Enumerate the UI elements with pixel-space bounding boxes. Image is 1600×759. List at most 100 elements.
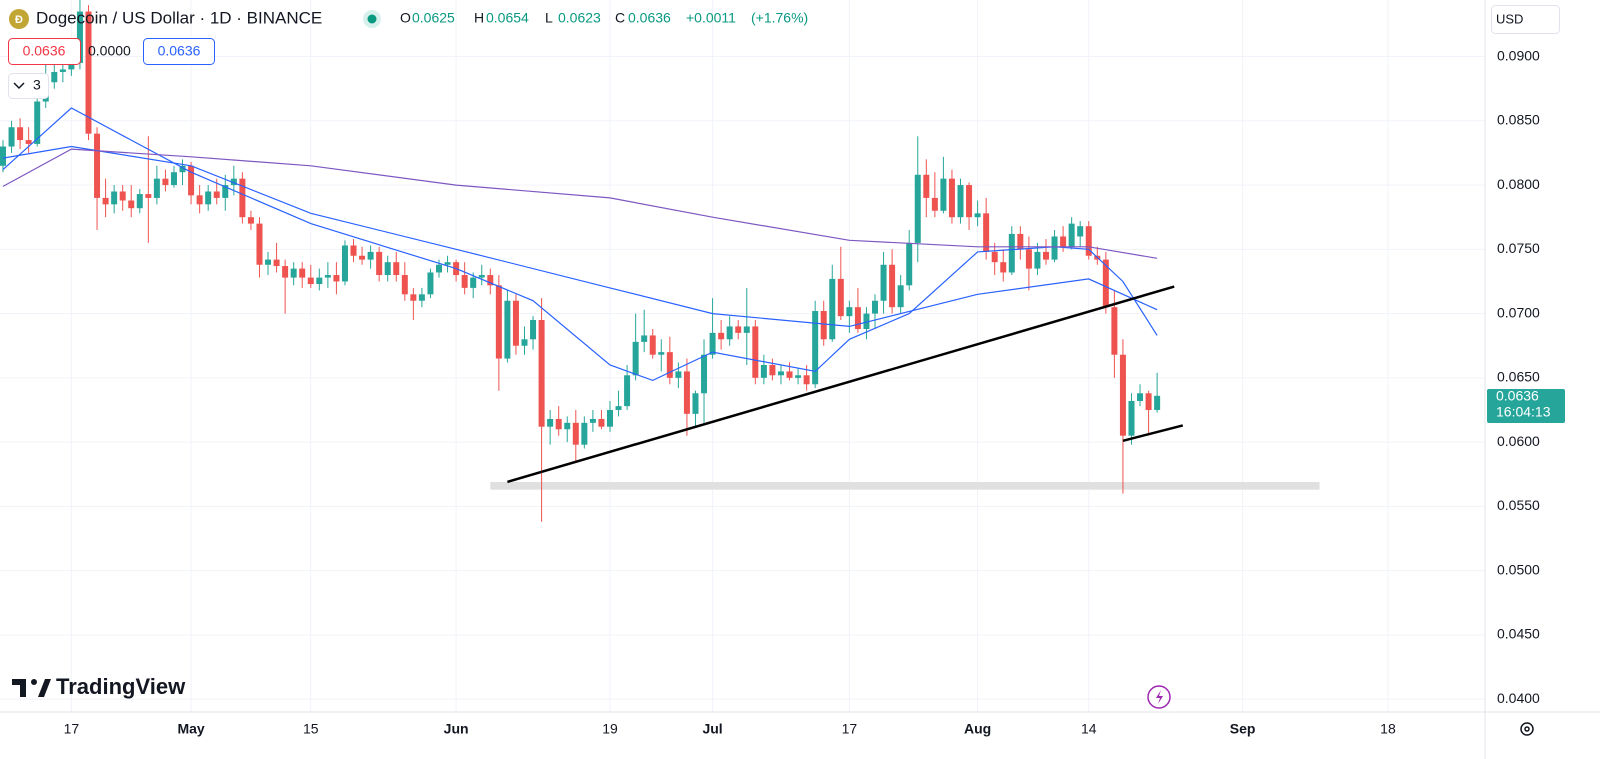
brand-name[interactable]: TradingView bbox=[56, 674, 186, 699]
currency: USD bbox=[1496, 11, 1523, 26]
candle-body bbox=[376, 251, 383, 276]
candle-body bbox=[923, 174, 930, 198]
candle-body bbox=[51, 71, 58, 83]
candle-body bbox=[1119, 354, 1126, 436]
candle-body bbox=[743, 326, 750, 333]
y-tick-label: 0.0550 bbox=[1497, 497, 1540, 513]
candle-body bbox=[991, 251, 998, 263]
symbol-title[interactable]: Dogecoin / US Dollar · 1D · BINANCE bbox=[36, 8, 322, 27]
candle-body bbox=[111, 191, 118, 205]
candle-body bbox=[718, 332, 725, 340]
candle-body bbox=[162, 178, 169, 186]
candle-body bbox=[948, 178, 955, 218]
candle-body bbox=[1154, 395, 1161, 410]
candle-body bbox=[436, 264, 443, 273]
candle-body bbox=[538, 320, 545, 427]
candle-body bbox=[726, 326, 733, 340]
candle-body bbox=[863, 313, 870, 330]
candle-body bbox=[1060, 236, 1067, 247]
candle-body bbox=[1111, 307, 1118, 355]
candle-body bbox=[889, 264, 896, 308]
candle-body bbox=[530, 320, 537, 340]
candle-body bbox=[1051, 236, 1058, 260]
price-label bbox=[1487, 389, 1565, 423]
trend-line bbox=[507, 285, 1175, 484]
candle-body bbox=[837, 278, 844, 317]
candle-body bbox=[632, 341, 639, 376]
candle-body bbox=[820, 311, 827, 340]
candle-body bbox=[367, 251, 374, 260]
candle-body bbox=[701, 354, 708, 394]
x-tick-label: Aug bbox=[964, 721, 991, 737]
x-tick-label: 18 bbox=[1380, 721, 1396, 737]
candle-body bbox=[213, 191, 220, 198]
candle-body bbox=[444, 262, 451, 265]
market-status[interactable] bbox=[367, 14, 377, 24]
candle-body bbox=[350, 245, 357, 256]
candle-body bbox=[205, 191, 212, 205]
candle-body bbox=[624, 375, 631, 407]
candle-body bbox=[17, 127, 24, 141]
candle-body bbox=[401, 275, 408, 295]
candle-body bbox=[247, 217, 254, 224]
candle-body bbox=[769, 364, 776, 376]
candle-body bbox=[1137, 393, 1144, 401]
candle-body bbox=[1102, 259, 1109, 308]
x-tick-label: 15 bbox=[303, 721, 319, 737]
candle-body bbox=[564, 422, 571, 430]
change: +0.0011 bbox=[686, 10, 736, 26]
ohlc-value: 0.0636 bbox=[628, 10, 671, 26]
candle-body bbox=[666, 352, 673, 378]
candle-body bbox=[786, 371, 793, 378]
x-tick-label: Jun bbox=[444, 721, 469, 737]
candle-body bbox=[1034, 251, 1041, 269]
x-tick-label: 17 bbox=[842, 721, 858, 737]
change-percent: (+1.76%) bbox=[751, 10, 808, 26]
candle-body bbox=[427, 272, 434, 295]
candle-body bbox=[1128, 400, 1135, 436]
candle-body bbox=[1068, 223, 1075, 247]
candle-body bbox=[85, 11, 92, 134]
indicator-badge[interactable] bbox=[143, 38, 215, 65]
candle-body bbox=[504, 300, 511, 359]
candle-body bbox=[478, 275, 485, 278]
symbol-icon bbox=[9, 9, 29, 29]
candle-body bbox=[1017, 233, 1024, 250]
moving-average bbox=[2, 145, 1158, 328]
grid bbox=[0, 0, 1485, 712]
candle-body bbox=[119, 191, 126, 201]
candle-body bbox=[128, 200, 135, 209]
indicator-badge[interactable] bbox=[8, 38, 81, 65]
candle-body bbox=[0, 146, 6, 166]
y-tick-label: 0.0700 bbox=[1497, 304, 1540, 320]
y-tick-label: 0.0400 bbox=[1497, 690, 1540, 706]
candle-body bbox=[153, 178, 160, 198]
candle-body bbox=[461, 275, 468, 288]
candle-body bbox=[615, 406, 622, 410]
candle-body bbox=[906, 242, 913, 286]
candle-body bbox=[641, 335, 648, 342]
candle-body bbox=[974, 213, 981, 218]
candle-body bbox=[846, 307, 853, 317]
settings-icon[interactable] bbox=[1520, 722, 1534, 736]
candle-body bbox=[1042, 251, 1049, 260]
candle-body bbox=[495, 285, 502, 359]
plot-area bbox=[0, 0, 1320, 522]
events-icon bbox=[1156, 690, 1163, 704]
y-tick-label: 0.0450 bbox=[1497, 626, 1540, 642]
candle-body bbox=[897, 285, 904, 308]
candle-body bbox=[940, 178, 947, 211]
countdown: 16:04:13 bbox=[1496, 404, 1551, 420]
candle-body bbox=[188, 165, 195, 196]
currency-button[interactable] bbox=[1491, 5, 1560, 34]
brand-logo bbox=[12, 679, 36, 697]
candle-body bbox=[418, 294, 425, 301]
collapse-button[interactable] bbox=[8, 73, 49, 99]
x-tick-label: 14 bbox=[1081, 721, 1097, 737]
y-tick-label: 0.0750 bbox=[1497, 240, 1540, 256]
candle-body bbox=[273, 259, 280, 267]
candle-body bbox=[34, 101, 41, 144]
chevron-icon bbox=[13, 82, 25, 90]
